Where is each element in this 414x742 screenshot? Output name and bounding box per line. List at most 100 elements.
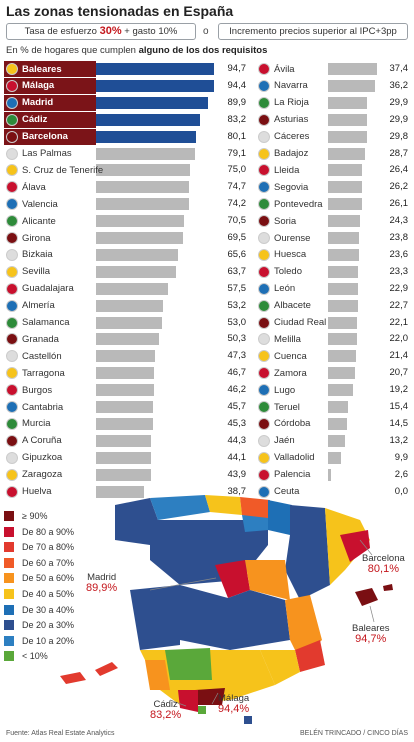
province-flag-icon — [258, 130, 270, 143]
bar — [96, 198, 189, 211]
category-label: Almería — [22, 300, 55, 312]
bar-label: Gipuzkoa — [4, 450, 96, 466]
bar — [96, 215, 185, 228]
bar-label: Soria — [256, 213, 328, 229]
bar — [96, 113, 200, 126]
bar-row: Córdoba 14,5 — [256, 415, 410, 433]
province-flag-icon — [6, 350, 18, 363]
legend-label: ≥ 90% — [22, 511, 48, 521]
category-label: Ceuta — [274, 486, 300, 497]
value-label: 50,3 — [227, 333, 247, 345]
value-label: 53,0 — [227, 316, 247, 328]
category-label: Las Palmas — [22, 148, 72, 159]
bar-label: Albacete — [256, 298, 328, 314]
callout-madrid: Madrid 89,9% — [86, 572, 117, 594]
bar-row: Málaga 94,4 — [4, 77, 248, 95]
bar — [96, 384, 154, 397]
value-label: 43,9 — [227, 468, 247, 480]
legend-label: De 40 a 50% — [22, 589, 75, 599]
category-label: Guadalajara — [22, 283, 74, 295]
category-label: Ourense — [274, 232, 311, 244]
bar — [328, 215, 360, 228]
bar — [96, 282, 168, 295]
value-label: 37,4 — [389, 63, 409, 74]
callout-malaga-name: Málaga — [218, 693, 250, 704]
value-label: 22,7 — [389, 299, 409, 311]
province-flag-icon — [258, 63, 270, 75]
bar — [96, 181, 190, 194]
legend-swatch — [4, 620, 14, 631]
bar-label: Barcelona — [4, 128, 96, 145]
category-label: Cuenca — [274, 350, 307, 362]
category-label: Zaragoza — [22, 469, 63, 481]
value-label: 9,9 — [394, 451, 408, 463]
bar-row: Teruel 15,4 — [256, 398, 410, 416]
credit-note: BELÉN TRINCADO / CINCO DÍAS — [299, 730, 408, 737]
bar-label: Las Palmas — [4, 146, 96, 162]
bar-row: Granada 50,3 — [4, 330, 248, 348]
category-label: Sevilla — [22, 266, 50, 278]
map-region-navarra — [268, 500, 292, 535]
bar — [328, 198, 362, 211]
bar — [96, 147, 195, 160]
criterion-effort-pct: 30% — [99, 25, 122, 37]
category-label: Murcia — [22, 418, 51, 430]
bar-label: Badajoz — [256, 146, 328, 162]
province-flag-icon — [258, 147, 270, 160]
bar-label: La Rioja — [256, 95, 328, 111]
legend-label: De 80 a 90% — [22, 526, 75, 537]
bar-label: Baleares — [4, 61, 96, 77]
bar-label: S. Cruz de Tenerife — [4, 162, 103, 178]
category-label: Córdoba — [274, 418, 311, 430]
legend-swatch — [4, 557, 14, 568]
bar — [96, 451, 152, 464]
bar-row: Girona 69,5 — [4, 229, 248, 247]
category-label: Asturias — [274, 114, 309, 126]
province-flag-icon — [6, 417, 18, 430]
category-label: Pontevedra — [274, 198, 323, 210]
bar — [328, 417, 347, 430]
bar — [328, 316, 357, 329]
province-flag-icon — [6, 367, 18, 380]
category-label: Valladolid — [274, 452, 315, 464]
legend-label: < 10% — [22, 651, 48, 662]
category-label: S. Cruz de Tenerife — [22, 164, 104, 176]
bar — [96, 333, 159, 346]
category-label: Soria — [274, 215, 297, 227]
province-flag-icon — [258, 215, 270, 228]
bar-label: Lugo — [256, 382, 328, 398]
source-note: Fuente: Atlas Real Estate Analytics — [6, 730, 115, 737]
bar-label: Segovia — [256, 179, 328, 195]
province-flag-icon — [6, 316, 18, 329]
map-region-castilla-lamancha — [180, 585, 290, 650]
bar-row: Barcelona 80,1 — [4, 128, 248, 146]
category-label: Navarra — [274, 80, 308, 92]
province-flag-icon — [6, 96, 18, 109]
bar — [328, 265, 359, 278]
callout-madrid-value: 89,9% — [86, 582, 118, 594]
category-label: Granada — [22, 333, 59, 345]
bar-row: Zamora 20,7 — [256, 364, 410, 382]
callout-madrid-name: Madrid — [87, 572, 117, 583]
bar-row: Ourense 23,8 — [256, 229, 410, 247]
bar — [96, 130, 197, 143]
map-region-baleares — [355, 588, 378, 606]
province-flag-icon — [6, 468, 18, 481]
map-region-la-rioja — [242, 515, 268, 532]
category-label: Álava — [22, 181, 46, 193]
province-flag-icon — [258, 350, 270, 363]
value-label: 44,1 — [227, 451, 247, 463]
value-label: 20,7 — [389, 367, 409, 379]
map-region-menorca — [383, 584, 393, 591]
category-label: Albacete — [274, 300, 311, 312]
map-region-canarias — [60, 662, 118, 684]
bar — [328, 434, 346, 447]
bar — [96, 434, 152, 447]
category-label: Cádiz — [22, 114, 48, 126]
province-flag-icon — [258, 401, 270, 413]
value-label: 23,6 — [389, 248, 409, 260]
map-region-madrid — [215, 560, 250, 598]
value-label: 83,2 — [227, 113, 247, 125]
category-label: Toledo — [274, 266, 302, 278]
province-flag-icon — [6, 451, 18, 464]
